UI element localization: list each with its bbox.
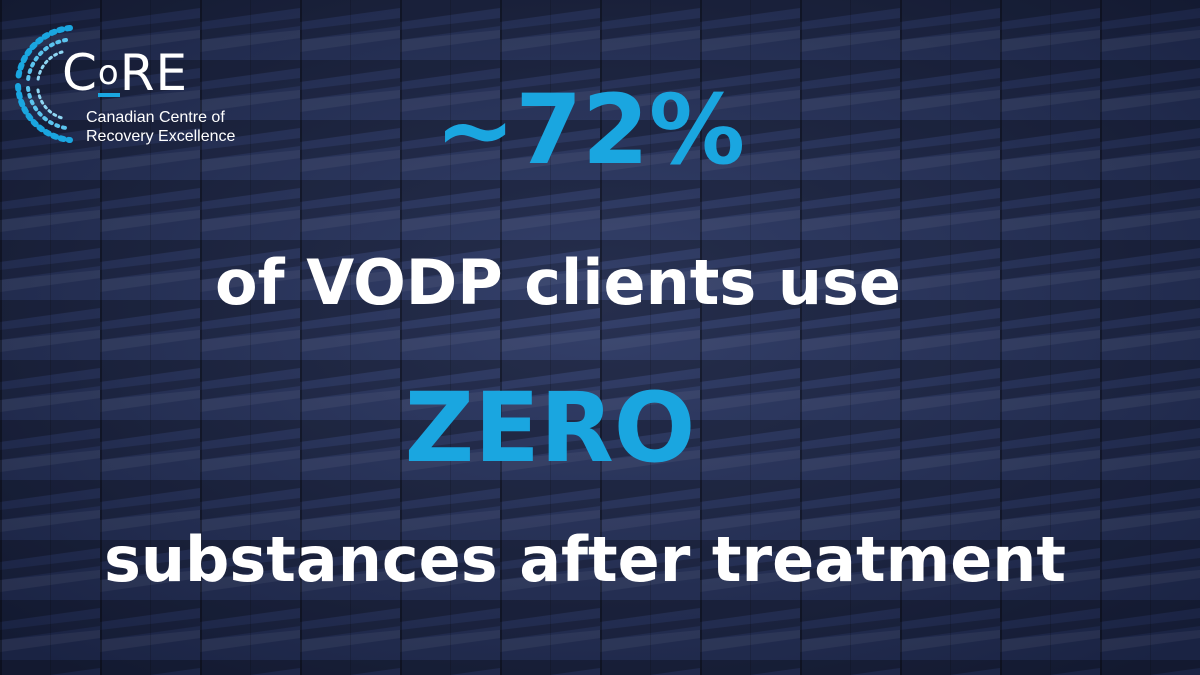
headline-line-1: of VODP clients use	[215, 246, 901, 319]
radial-burst-icon	[15, 25, 73, 143]
core-logo: CoRE Canadian Centre of Recovery Excelle…	[10, 20, 250, 150]
logo-subtitle: Canadian Centre of Recovery Excellence	[86, 108, 235, 146]
logo-letters-re: RE	[119, 44, 189, 102]
logo-subtitle-line-1: Canadian Centre of	[86, 109, 225, 126]
headline-statistic: ~72%	[434, 74, 746, 186]
logo-subtitle-line-2: Recovery Excellence	[86, 128, 236, 145]
headline-line-2: substances after treatment	[103, 523, 1067, 596]
logo-wordmark: CoRE	[62, 48, 188, 98]
logo-letter-o: o	[97, 53, 120, 97]
headline-emphasis: ZERO	[404, 372, 696, 484]
logo-letter-c: C	[62, 44, 98, 102]
